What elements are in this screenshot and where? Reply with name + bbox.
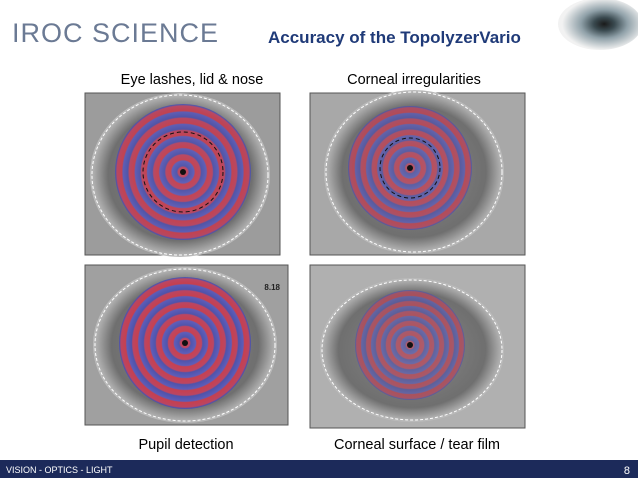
slide-title: Accuracy of the TopolyzerVario bbox=[268, 28, 521, 47]
topography-image bbox=[84, 92, 281, 257]
topography-image bbox=[309, 264, 526, 429]
footer-bar bbox=[0, 460, 638, 478]
topography-image bbox=[309, 90, 526, 256]
logo: IROC SCIENCE bbox=[12, 18, 219, 48]
caption: Corneal irregularities bbox=[347, 72, 481, 88]
topography-image: 8.18 bbox=[84, 264, 289, 426]
footer-text: VISION - OPTICS - LIGHT bbox=[6, 465, 113, 475]
caption: Eye lashes, lid & nose bbox=[121, 72, 264, 88]
caption: Corneal surface / tear film bbox=[334, 437, 500, 453]
caption: Pupil detection bbox=[138, 437, 233, 453]
eye-photo bbox=[558, 0, 638, 50]
page-number: 8 bbox=[624, 465, 630, 477]
image-label: 8.18 bbox=[264, 283, 280, 292]
